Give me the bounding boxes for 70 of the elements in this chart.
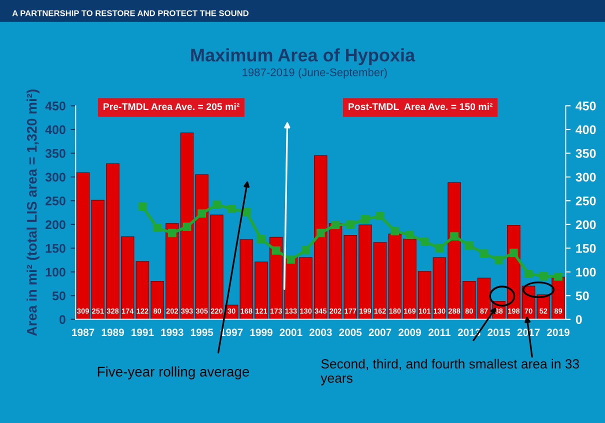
y-tick-label: 400 xyxy=(45,125,66,134)
x-tick-label: 1987 xyxy=(72,328,94,336)
point xyxy=(272,246,280,255)
y2-tick-label: 250 xyxy=(576,196,596,206)
y-tick-label: 450 xyxy=(45,102,66,110)
y2-tick-label: 400 xyxy=(576,125,596,134)
point xyxy=(168,228,176,238)
point xyxy=(376,212,384,220)
x-tick-label: 2009 xyxy=(398,328,421,336)
point xyxy=(302,246,310,254)
point xyxy=(464,241,474,250)
point xyxy=(524,270,533,278)
y-tick-label: 250 xyxy=(45,196,66,206)
y-tick-label: 200 xyxy=(45,220,66,230)
chart-subtitle: 1987-2019 (June-September) xyxy=(242,68,387,78)
point xyxy=(316,228,325,238)
annotation: Post-TMDL Area Ave. = 150 mi² xyxy=(348,102,493,110)
y2-tick-label: 150 xyxy=(576,244,596,253)
point xyxy=(539,272,548,280)
point xyxy=(331,220,340,230)
y2-tick-label: 350 xyxy=(576,149,596,158)
point xyxy=(361,215,370,224)
point xyxy=(494,256,504,264)
point xyxy=(406,230,414,240)
y2-tick-label: 300 xyxy=(576,172,596,182)
point xyxy=(198,209,206,218)
point xyxy=(510,248,518,258)
x-tick-label: 2011 xyxy=(428,328,450,336)
point xyxy=(138,202,147,211)
x-tick-label: 1995 xyxy=(190,328,214,336)
y-tick-label: 300 xyxy=(45,172,66,182)
x-tick-label: 1991 xyxy=(132,328,154,336)
chart-title: Maximum Area of Hypoxia xyxy=(191,48,416,66)
point xyxy=(390,226,400,236)
text: A PARTNERSHIP TO RESTORE AND PROTECT THE SOUND xyxy=(12,10,249,16)
y-tick-label: 0 xyxy=(59,315,66,324)
y-tick-label: 150 xyxy=(46,244,66,253)
annotation: Pre-TMDL Area Ave. = 205 mi² xyxy=(104,102,240,110)
point xyxy=(212,200,221,209)
x-tick-label: 2003 xyxy=(309,328,332,336)
point xyxy=(286,255,296,264)
point xyxy=(450,232,458,240)
point xyxy=(420,237,429,246)
y2-tick-label: 200 xyxy=(576,220,596,230)
point xyxy=(554,272,562,281)
x-tick-label: 2015 xyxy=(488,328,510,336)
y2-tick-label: 0 xyxy=(576,315,582,324)
y2-tick-label: 450 xyxy=(576,102,596,110)
y2-tick-label: 50 xyxy=(576,291,589,300)
point xyxy=(435,244,444,252)
x-tick-label: 2019 xyxy=(547,328,570,336)
point xyxy=(346,220,355,229)
x-tick-label: 1993 xyxy=(161,328,184,336)
x-tick-label: 1989 xyxy=(102,328,124,336)
point xyxy=(182,222,192,231)
x-tick-label: 2001 xyxy=(280,328,302,336)
x-tick-label: 2007 xyxy=(368,328,392,336)
y2-tick-label: 100 xyxy=(576,268,596,277)
y-tick-label: 50 xyxy=(52,291,66,300)
point xyxy=(153,224,162,232)
point xyxy=(480,249,488,258)
y-tick-label: 350 xyxy=(45,149,66,158)
text: Five-year rolling average xyxy=(98,366,250,380)
y-axis-title: Area in mi² (total LIS area = 1,320 mi²) xyxy=(26,90,40,336)
x-tick-label: 2005 xyxy=(339,328,362,336)
point xyxy=(257,234,266,244)
x-tick-label: 1999 xyxy=(250,328,272,336)
y-tick-label: 100 xyxy=(46,268,66,277)
point xyxy=(227,204,236,213)
text: Second, third, and fourth smallest area in 33 years xyxy=(320,358,579,386)
